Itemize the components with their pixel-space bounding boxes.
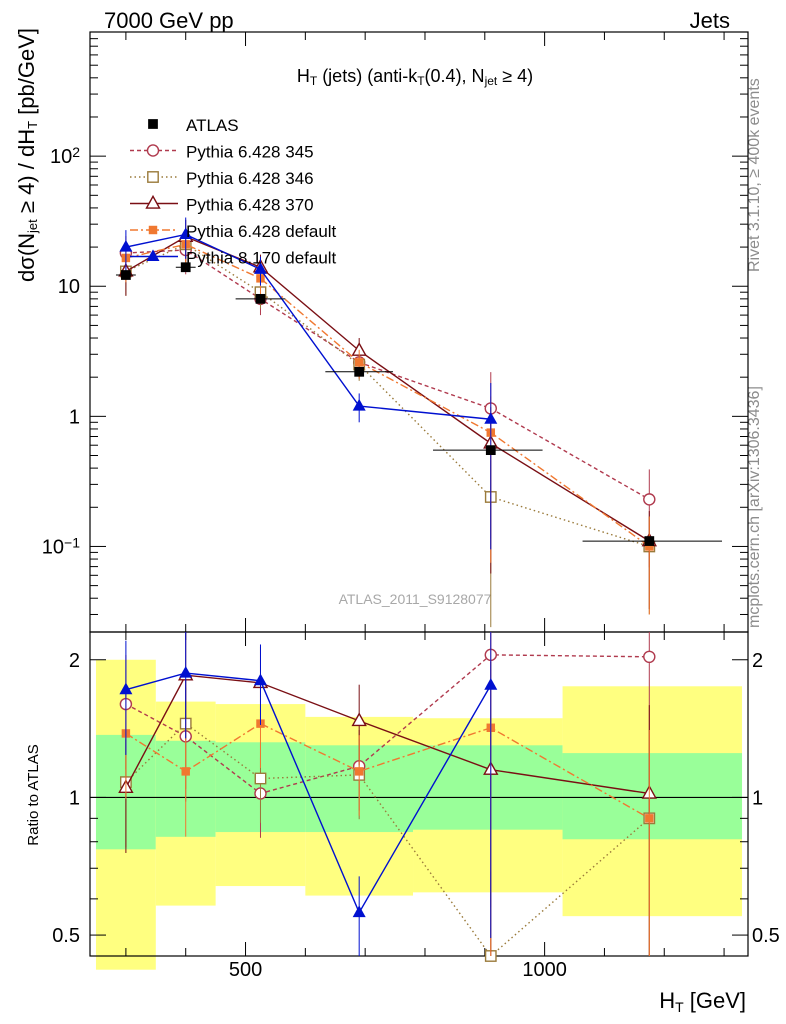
ratio-y-tick-label-right: 2 (752, 650, 763, 672)
series-marker-4 (179, 227, 193, 240)
legend-marker-2 (145, 194, 161, 209)
ratio-marker-0 (643, 650, 656, 664)
legend-label-1: Pythia 6.428 346 (186, 169, 314, 188)
series-marker-0 (643, 493, 656, 506)
x-tick-label: 1000 (522, 959, 567, 981)
series-line-1 (125, 243, 650, 548)
plot-title: HT (jets) (anti-kT(0.4), Njet ≥ 4) (297, 66, 533, 88)
ratio-marker-4 (119, 682, 133, 695)
legend-marker-1 (147, 171, 159, 183)
y-tick-label: 102 (50, 144, 80, 168)
legend-marker-0 (146, 144, 160, 157)
ratio-marker-4 (253, 673, 267, 686)
x-axis-label: HT [GeV] (659, 988, 746, 1015)
ratio-frame (89, 631, 749, 957)
atlas-marker (354, 366, 365, 377)
ratio-marker-1 (254, 772, 267, 785)
ratio-band-inner (413, 745, 563, 830)
atlas-marker (180, 262, 191, 273)
ratio-y-tick-label: 1 (69, 787, 80, 809)
ratio-marker-2 (351, 712, 367, 727)
series-marker-4 (253, 262, 267, 274)
ratio-marker-4 (352, 905, 366, 918)
legend-label-atlas: ATLAS (186, 116, 239, 135)
legend-label-0: Pythia 6.428 345 (186, 143, 314, 162)
ratio-line-1 (125, 722, 650, 958)
series-marker-3 (645, 542, 654, 551)
legend-marker-atlas (148, 119, 158, 129)
header-right: Jets (689, 8, 730, 33)
series-marker-4 (352, 398, 366, 411)
series-marker-4 (484, 412, 498, 424)
series-line-0 (125, 249, 650, 500)
y-tick-label: 10−1 (42, 534, 80, 558)
ratio-y-axis-label: Ratio to ATLAS (25, 744, 42, 845)
ratio-y-tick-label: 2 (69, 650, 80, 672)
ratio-line-2 (125, 674, 650, 795)
ratio-y-tick-label-right: 0.5 (752, 925, 780, 947)
legend-label-3: Pythia 6.428 default (186, 222, 337, 241)
ratio-line-0 (125, 654, 650, 795)
series-line-3 (125, 243, 650, 548)
atlas-marker (255, 293, 266, 304)
series-line-2 (125, 236, 650, 542)
y-tick-label: 10 (58, 276, 80, 298)
series-marker-3 (354, 358, 364, 367)
atlas-marker (121, 270, 131, 280)
header-left: 7000 GeV pp (104, 8, 234, 33)
atlas-marker (485, 445, 496, 456)
ratio-y-tick-label: 0.5 (52, 925, 80, 947)
y-axis-label: dσ(Njet ≥ 4) / dHT [pb/GeV] (14, 28, 40, 282)
legend-marker-4 (146, 249, 160, 262)
ratio-marker-4 (484, 677, 498, 690)
y-tick-label: 1 (69, 406, 80, 428)
atlas-marker (644, 536, 655, 546)
legend-label-4: Pythia 8.170 default (186, 249, 337, 268)
analysis-id: ATLAS_2011_S9128077 (339, 591, 492, 607)
ratio-y-tick-label-right: 1 (752, 787, 763, 809)
legend-label-2: Pythia 6.428 370 (186, 196, 314, 215)
legend-marker-3 (148, 225, 158, 235)
ratio-marker-3 (181, 767, 190, 776)
ratio-marker-4 (179, 665, 193, 678)
ratio-line-3 (125, 722, 650, 819)
x-tick-label: 500 (229, 959, 262, 981)
ratio-marker-3 (354, 767, 364, 776)
ratio-marker-3 (645, 814, 654, 823)
series-marker-4 (119, 239, 133, 252)
